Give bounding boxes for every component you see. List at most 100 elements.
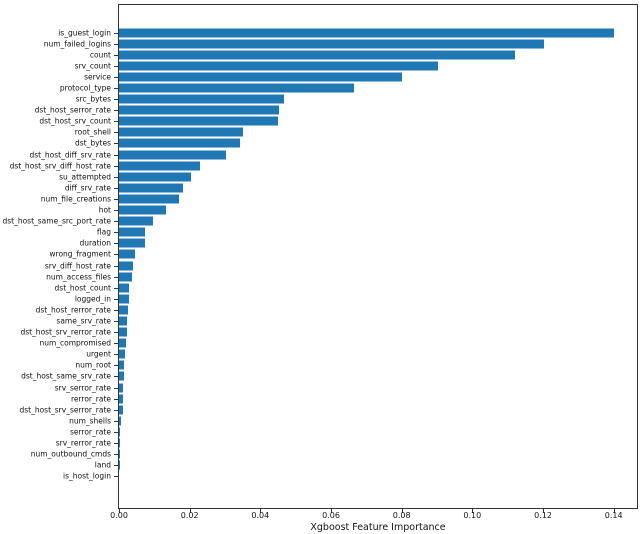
y-tick-mark <box>114 54 118 56</box>
y-tick-label: dst_bytes <box>74 138 111 148</box>
bar-row: num_outbound_cmds <box>31 449 637 460</box>
importance-bar <box>119 327 127 337</box>
y-tick-label: num_compromised <box>39 338 111 348</box>
bar-row: dst_host_count <box>55 282 637 293</box>
bar-row: rerror_rate <box>71 393 637 404</box>
y-tick-mark <box>114 287 118 289</box>
bar-row: urgent <box>86 349 637 360</box>
y-tick-mark <box>114 387 118 389</box>
importance-bar <box>119 427 121 437</box>
y-tick-label: flag <box>96 227 111 237</box>
importance-bar <box>119 272 132 282</box>
y-tick-mark <box>114 254 118 256</box>
importance-bar <box>119 161 200 171</box>
y-tick-label: dst_host_serror_rate <box>34 105 111 115</box>
importance-bar <box>119 360 125 370</box>
y-tick-mark <box>114 398 118 400</box>
y-tick-mark <box>114 276 118 278</box>
x-tick-mark <box>472 509 474 513</box>
x-tick-mark <box>613 509 615 513</box>
x-tick-label: 0.02 <box>180 511 199 520</box>
y-tick-label: dst_host_same_srv_rate <box>21 371 111 381</box>
bar-row: count <box>90 49 637 60</box>
y-tick-label: dst_host_srv_serror_rate <box>19 404 111 414</box>
y-tick-label: num_outbound_cmds <box>30 449 111 459</box>
x-tick-mark <box>401 509 403 513</box>
y-tick-label: serror_rate <box>69 427 111 437</box>
y-tick-label: count <box>89 49 111 59</box>
importance-bar <box>119 72 402 82</box>
x-tick-label: 0.12 <box>534 511 552 520</box>
bar-row: same_srv_rate <box>56 315 637 326</box>
importance-bar <box>119 94 284 104</box>
y-tick-mark <box>114 154 118 156</box>
bar-row: num_shells <box>69 415 637 426</box>
x-tick-label: 0.10 <box>463 511 482 520</box>
bar-row: dst_host_serror_rate <box>35 105 637 116</box>
y-tick-mark <box>114 365 118 367</box>
importance-bar <box>119 405 123 415</box>
x-tick-label: 0.08 <box>392 511 411 520</box>
bar-row: dst_bytes <box>75 138 637 149</box>
bar-row: dst_host_same_src_port_rate <box>2 216 637 227</box>
y-tick-label: dst_host_srv_diff_host_rate <box>9 160 111 170</box>
bar-row: num_compromised <box>39 338 637 349</box>
importance-bar <box>119 116 279 126</box>
y-tick-label: wrong_fragment <box>49 249 111 259</box>
y-tick-mark <box>114 476 118 478</box>
y-tick-mark <box>114 110 118 112</box>
importance-bar <box>119 349 125 359</box>
bar-row: num_root <box>75 360 637 371</box>
bar-row: num_file_creations <box>41 193 637 204</box>
bar-row: flag <box>97 227 637 238</box>
y-tick-label: num_shells <box>69 416 111 426</box>
bar-row: srv_count <box>75 60 637 71</box>
importance-bar <box>119 83 354 93</box>
bar-row: dst_host_srv_rerror_rate <box>20 327 637 338</box>
bar-row: is_guest_login <box>58 27 637 38</box>
y-tick-label: urgent <box>86 349 111 359</box>
x-tick-mark <box>260 509 262 513</box>
y-tick-label: land <box>94 460 111 470</box>
bar-row: srv_rerror_rate <box>56 437 637 448</box>
importance-bar <box>119 338 127 348</box>
importance-bar <box>119 416 121 426</box>
y-tick-label: is_guest_login <box>58 27 111 37</box>
y-tick-mark <box>114 309 118 311</box>
y-tick-label: logged_in <box>74 294 111 304</box>
importance-bar <box>119 438 120 448</box>
bar-row: root_shell <box>75 127 637 138</box>
importance-bar <box>119 283 129 293</box>
bar-row: su_attempted <box>59 171 637 182</box>
bar-row: srv_diff_host_rate <box>45 260 637 271</box>
importance-bar <box>119 150 226 160</box>
importance-bar <box>119 383 124 393</box>
bar-row: serror_rate <box>70 426 637 437</box>
x-tick-label: 0.04 <box>251 511 270 520</box>
plot-area: is_guest_login num_failed_logins count srv_… <box>2 4 638 532</box>
y-tick-mark <box>114 354 118 356</box>
y-tick-mark <box>114 454 118 456</box>
y-tick-label: dst_host_rerror_rate <box>35 305 111 315</box>
y-tick-mark <box>114 343 118 345</box>
y-tick-label: srv_rerror_rate <box>55 438 111 448</box>
bar-row: srv_serror_rate <box>55 382 637 393</box>
y-tick-label: dst_host_same_src_port_rate <box>2 216 111 226</box>
y-tick-mark <box>114 376 118 378</box>
y-tick-mark <box>114 88 118 90</box>
y-tick-mark <box>114 198 118 200</box>
importance-bar <box>119 194 180 204</box>
y-tick-label: hot <box>98 205 111 215</box>
y-tick-mark <box>114 132 118 134</box>
bar-row: duration <box>79 238 637 249</box>
y-tick-label: src_bytes <box>75 94 111 104</box>
bar-row: wrong_fragment <box>49 249 637 260</box>
y-tick-mark <box>114 121 118 123</box>
y-tick-label: same_srv_rate <box>56 316 111 326</box>
bar-row: diff_srv_rate <box>65 182 637 193</box>
bar-row: src_bytes <box>76 94 637 105</box>
importance-bar <box>119 50 516 60</box>
y-tick-label: diff_srv_rate <box>64 183 111 193</box>
importance-bar <box>119 61 439 71</box>
